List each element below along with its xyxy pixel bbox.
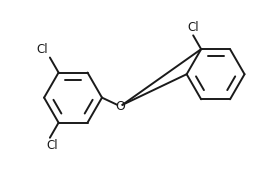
Text: O: O [115,100,125,113]
Text: Cl: Cl [46,139,58,152]
Text: Cl: Cl [187,21,199,34]
Text: Cl: Cl [37,43,48,56]
